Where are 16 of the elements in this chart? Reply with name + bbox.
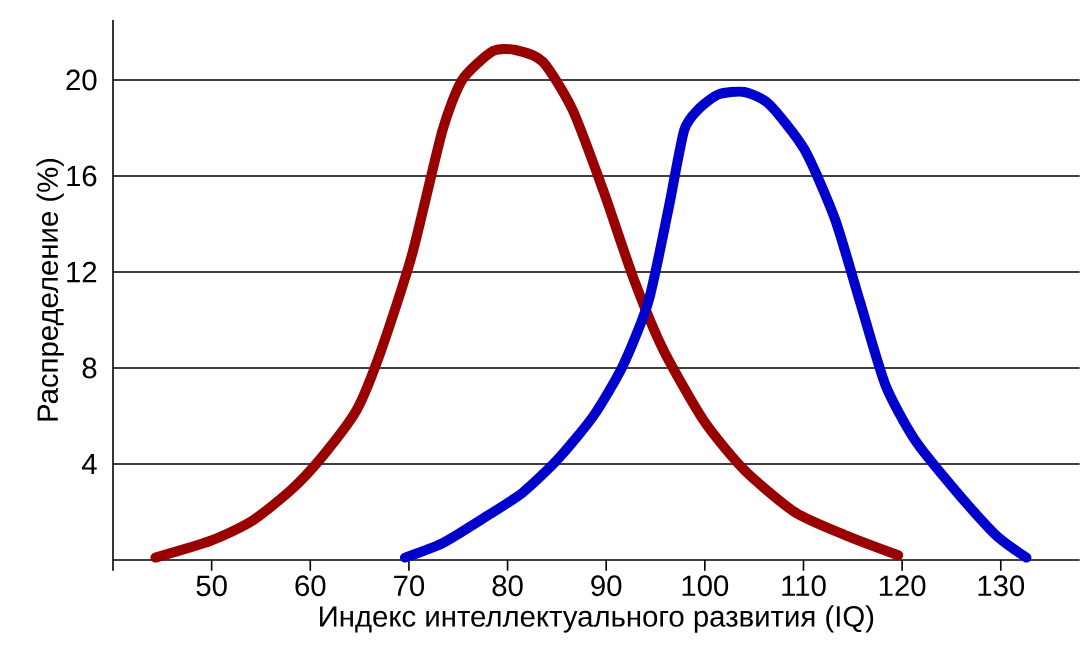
y-tick-label: 12	[67, 261, 97, 283]
x-tick-label: 120	[879, 575, 926, 597]
y-axis-title: Распределение (%)	[36, 158, 64, 421]
x-tick-label: 130	[978, 575, 1025, 597]
y-tick-label: 16	[67, 165, 97, 187]
x-tick-label: 90	[591, 575, 622, 597]
x-axis-title: Индекс интеллектуального развития (IQ)	[320, 605, 874, 633]
x-tick-label: 80	[492, 575, 523, 597]
y-tick-label: 8	[82, 357, 97, 379]
y-tick-label: 4	[81, 453, 97, 475]
x-tick-label: 60	[295, 575, 326, 597]
x-tick-label: 110	[782, 575, 826, 597]
y-tick-label: 20	[66, 69, 97, 91]
x-tick-label: 70	[394, 575, 425, 597]
x-tick-label: 100	[682, 575, 729, 597]
x-tick-label: 50	[196, 575, 227, 597]
